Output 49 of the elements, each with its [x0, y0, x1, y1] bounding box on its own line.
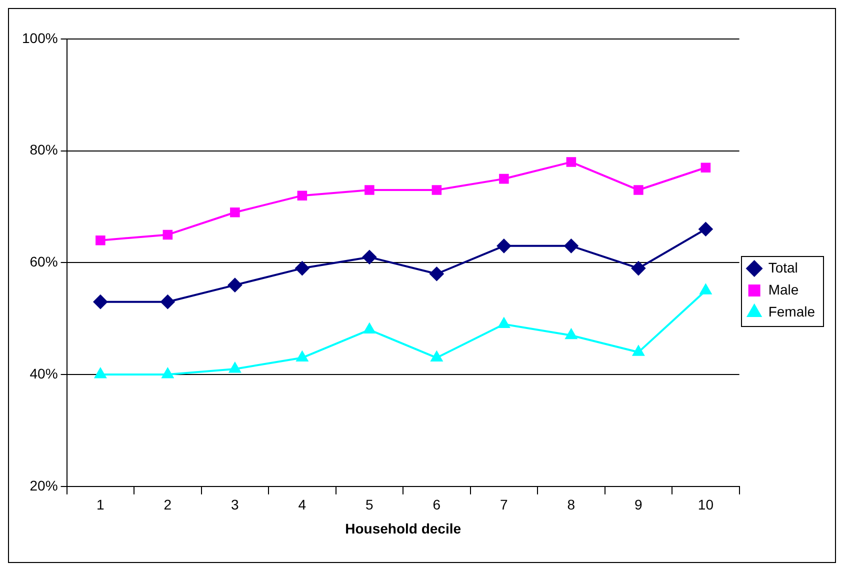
point	[430, 266, 444, 281]
point	[160, 294, 175, 309]
point	[496, 238, 511, 253]
point	[362, 250, 376, 264]
point	[565, 328, 577, 340]
point	[94, 368, 106, 378]
x-tick-label: 4	[298, 496, 306, 513]
point	[564, 238, 578, 253]
legend-label: Female	[768, 303, 816, 320]
point	[295, 261, 310, 276]
point	[700, 162, 711, 173]
point	[632, 346, 644, 356]
y-tick-label: 80%	[30, 142, 58, 158]
y-tick-label: 40%	[30, 365, 58, 382]
point	[96, 235, 106, 246]
legend-label: Male	[768, 281, 799, 298]
x-axis-title: Household decile	[345, 520, 462, 536]
point	[634, 185, 644, 195]
point	[364, 185, 374, 195]
x-tick-label: 3	[231, 496, 240, 513]
point	[230, 207, 240, 218]
point	[229, 362, 241, 373]
point	[162, 230, 173, 240]
x-tick-label: 6	[432, 496, 441, 513]
point	[698, 222, 713, 236]
point	[93, 294, 108, 309]
point	[364, 323, 376, 334]
point	[498, 318, 510, 328]
point	[700, 284, 712, 294]
x-tick-label: 8	[567, 496, 576, 513]
legend-label: Total	[768, 259, 798, 276]
x-tick-label: 1	[96, 496, 105, 513]
x-tick-label: 9	[634, 496, 643, 513]
point	[162, 368, 174, 378]
point	[432, 185, 442, 195]
y-tick-label: 100%	[22, 30, 58, 46]
point	[566, 157, 576, 167]
x-tick-label: 2	[164, 496, 172, 513]
point	[228, 278, 242, 292]
point	[297, 190, 308, 200]
x-tick-label: 5	[366, 496, 374, 513]
point	[499, 174, 509, 184]
point	[631, 261, 646, 276]
point	[430, 351, 442, 362]
x-tick-label: 10	[698, 496, 714, 513]
point	[296, 351, 308, 362]
x-tick-label: 7	[500, 496, 508, 513]
y-tick-label: 20%	[30, 477, 58, 494]
y-tick-label: 60%	[30, 254, 58, 270]
